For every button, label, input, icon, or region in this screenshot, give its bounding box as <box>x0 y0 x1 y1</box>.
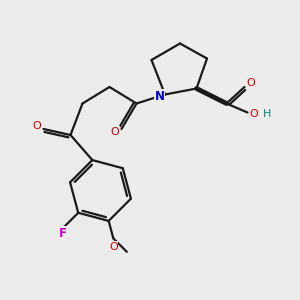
Text: O: O <box>109 242 118 252</box>
Text: H: H <box>263 109 271 119</box>
Text: O: O <box>110 127 119 137</box>
Text: O: O <box>32 121 41 131</box>
Text: O: O <box>249 109 258 119</box>
Text: F: F <box>59 227 67 240</box>
Text: O: O <box>247 78 256 88</box>
Text: N: N <box>154 89 165 103</box>
